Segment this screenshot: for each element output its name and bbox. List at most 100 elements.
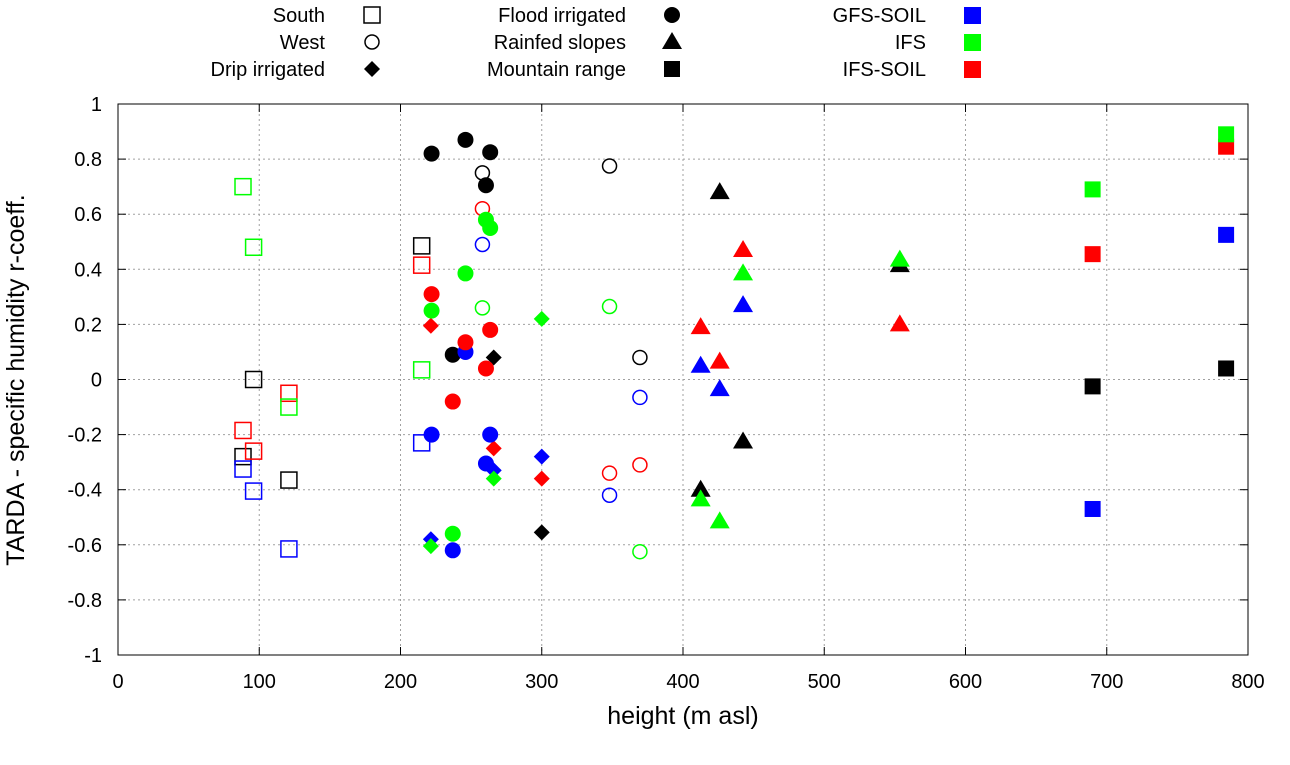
data-point-rainfed-slopes-ifs-soil bbox=[733, 240, 754, 258]
data-point-rainfed-slopes-tarda bbox=[690, 479, 711, 497]
data-point-west-gfs-soil bbox=[632, 389, 648, 406]
x-tick-label: 400 bbox=[666, 671, 699, 693]
legend-label: Drip irrigated bbox=[211, 59, 325, 81]
data-point-south-ifs bbox=[280, 398, 298, 416]
data-point-flood-irrigated-ifs bbox=[477, 211, 494, 228]
data-point-south-gfs-soil bbox=[234, 460, 252, 478]
data-point-flood-irrigated-gfs-soil bbox=[482, 426, 499, 443]
legend-marker-square-open bbox=[363, 6, 381, 24]
legend-marker-circle bbox=[664, 7, 680, 23]
data-point-flood-irrigated-tarda bbox=[477, 177, 494, 194]
data-point-drip-irrigated-ifs bbox=[485, 470, 502, 487]
data-point-rainfed-slopes-gfs-soil bbox=[733, 295, 754, 313]
data-point-rainfed-slopes-gfs-soil bbox=[709, 379, 730, 397]
data-point-south-ifs-soil bbox=[234, 421, 252, 440]
legend-color-swatch bbox=[964, 61, 981, 78]
data-point-flood-irrigated-gfs-soil bbox=[477, 455, 494, 472]
data-point-mountain-range-ifs-soil bbox=[1084, 246, 1101, 263]
x-tick-label: 600 bbox=[949, 671, 982, 693]
axis-ticks: 0 100 200 300 400 500 600 700 80010.80.60.40.20-… bbox=[68, 94, 1265, 693]
legend-marker-triangle bbox=[662, 32, 682, 49]
data-point-drip-irrigated-ifs-soil bbox=[533, 470, 550, 487]
y-tick-label: 1 bbox=[91, 94, 102, 116]
legend-label: Flood irrigated bbox=[498, 5, 626, 27]
data-point-flood-irrigated-ifs bbox=[423, 302, 440, 319]
data-point-rainfed-slopes-ifs-soil bbox=[709, 351, 730, 369]
x-tick-label: 0 bbox=[112, 671, 123, 693]
data-point-rainfed-slopes-gfs-soil bbox=[690, 355, 711, 373]
data-point-south-ifs bbox=[234, 177, 252, 196]
legend-label: South bbox=[273, 5, 325, 27]
data-point-rainfed-slopes-ifs bbox=[889, 249, 910, 267]
data-point-flood-irrigated-tarda bbox=[457, 131, 474, 148]
legend-label: Mountain range bbox=[487, 59, 626, 81]
data-point-mountain-range-ifs bbox=[1084, 181, 1101, 198]
data-point-west-ifs bbox=[632, 543, 648, 560]
data-point-flood-irrigated-ifs-soil bbox=[482, 321, 499, 338]
data-point-drip-irrigated-ifs bbox=[533, 310, 550, 327]
data-point-south-tarda bbox=[280, 471, 298, 489]
x-tick-label: 700 bbox=[1090, 671, 1123, 693]
data-point-south-ifs-soil bbox=[244, 442, 263, 460]
data-point-rainfed-slopes-ifs-soil bbox=[690, 317, 711, 335]
data-point-south-gfs-soil bbox=[412, 434, 431, 452]
grid bbox=[118, 104, 1248, 655]
data-point-west-gfs-soil bbox=[474, 236, 491, 253]
y-tick-label: 0.8 bbox=[74, 149, 102, 171]
data-point-south-tarda bbox=[234, 447, 252, 466]
y-tick-label: 0.6 bbox=[74, 204, 102, 226]
x-tick-label: 800 bbox=[1231, 671, 1264, 693]
data-point-flood-irrigated-ifs bbox=[444, 525, 461, 542]
legend-label: Rainfed slopes bbox=[494, 32, 626, 54]
data-point-mountain-range-tarda bbox=[1218, 360, 1235, 377]
data-point-flood-irrigated-gfs-soil bbox=[444, 542, 461, 559]
data-point-west-gfs-soil bbox=[601, 487, 618, 503]
data-point-flood-irrigated-tarda bbox=[482, 144, 499, 161]
legend-label: IFS-SOIL bbox=[843, 59, 926, 81]
data-point-flood-irrigated-ifs-soil bbox=[477, 360, 494, 377]
data-point-south-ifs-soil bbox=[280, 384, 298, 403]
data-point-drip-irrigated-gfs-soil bbox=[533, 448, 550, 465]
y-tick-label: -1 bbox=[84, 645, 102, 667]
data-point-west-ifs bbox=[601, 298, 618, 315]
data-point-rainfed-slopes-tarda bbox=[733, 431, 754, 449]
data-point-mountain-range-gfs-soil bbox=[1084, 500, 1101, 517]
legend-color-swatch bbox=[964, 7, 981, 24]
legend-label: GFS-SOIL bbox=[833, 5, 926, 27]
data-point-south-ifs bbox=[244, 238, 263, 257]
legend-marker-circle-open bbox=[364, 34, 380, 50]
x-axis-label: height (m asl) bbox=[607, 702, 758, 730]
data-point-mountain-range-tarda bbox=[1084, 378, 1101, 395]
data-point-flood-irrigated-tarda bbox=[423, 145, 440, 162]
data-point-flood-irrigated-gfs-soil bbox=[423, 426, 440, 443]
data-point-south-ifs-soil bbox=[412, 256, 431, 274]
data-point-rainfed-slopes-ifs-soil bbox=[889, 314, 910, 332]
data-point-drip-irrigated-ifs bbox=[422, 538, 439, 555]
data-point-south-gfs-soil bbox=[244, 482, 263, 500]
data-point-rainfed-slopes-ifs bbox=[690, 489, 711, 507]
data-point-west-tarda bbox=[632, 349, 648, 366]
data-point-south-tarda bbox=[244, 370, 263, 389]
data-point-mountain-range-ifs bbox=[1218, 126, 1235, 143]
data-point-drip-irrigated-tarda bbox=[533, 524, 550, 541]
data-point-south-gfs-soil bbox=[280, 540, 298, 558]
data-point-flood-irrigated-ifs-soil bbox=[457, 334, 474, 351]
data-point-flood-irrigated-ifs-soil bbox=[423, 286, 440, 303]
data-point-flood-irrigated-ifs-soil bbox=[444, 393, 461, 410]
data-point-west-ifs-soil bbox=[601, 465, 618, 481]
data-point-flood-irrigated-ifs bbox=[457, 265, 474, 282]
y-tick-label: 0 bbox=[91, 370, 102, 392]
data-points bbox=[234, 126, 1235, 560]
y-tick-label: 0.4 bbox=[74, 259, 102, 281]
data-point-rainfed-slopes-ifs bbox=[709, 511, 730, 529]
x-tick-label: 500 bbox=[808, 671, 841, 693]
x-tick-label: 100 bbox=[243, 671, 276, 693]
x-tick-label: 300 bbox=[525, 671, 558, 693]
data-point-west-ifs bbox=[474, 300, 491, 316]
y-tick-label: -0.6 bbox=[68, 535, 102, 557]
data-point-mountain-range-gfs-soil bbox=[1218, 226, 1235, 243]
y-axis-label: TARDA - specific humidity r-coeff. bbox=[2, 194, 30, 565]
x-tick-label: 200 bbox=[384, 671, 417, 693]
legend-label: West bbox=[280, 32, 326, 54]
